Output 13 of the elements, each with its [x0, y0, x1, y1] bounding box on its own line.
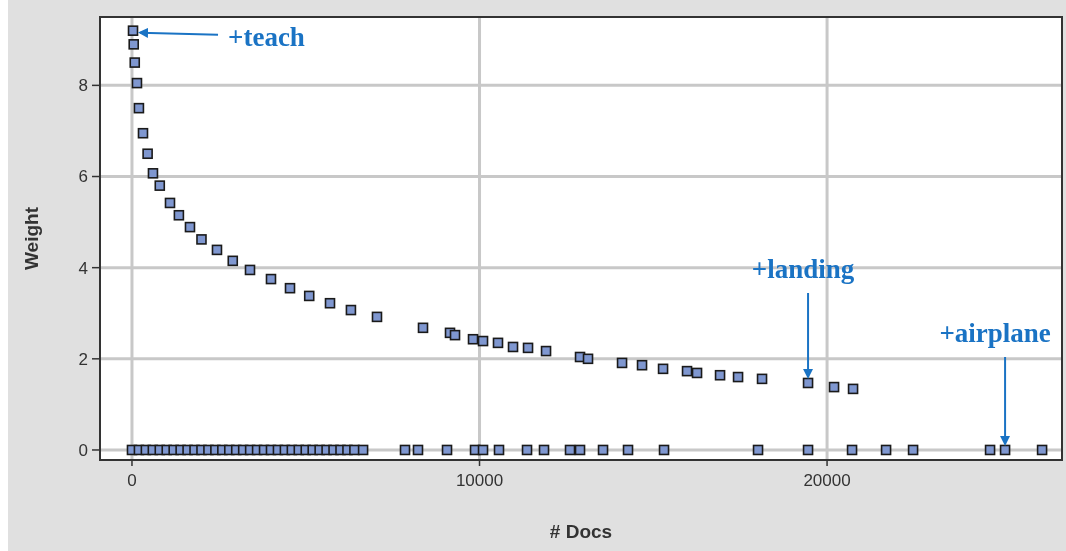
annotation: +teach — [228, 21, 305, 52]
y-tick-label: 2 — [78, 349, 88, 369]
annotation: +airplane — [939, 317, 1051, 348]
x-tick-label: 0 — [127, 471, 137, 490]
x-tick-label: 10000 — [455, 471, 504, 490]
y-tick-label: 4 — [78, 258, 88, 278]
y-tick-label: 6 — [78, 167, 88, 187]
x-tick-label: 20000 — [803, 471, 851, 490]
y-tick-label: 8 — [78, 76, 88, 96]
y-axis-title: Weight — [21, 206, 42, 270]
annotation: +landing — [751, 253, 855, 284]
x-axis-title: # Docs — [549, 521, 613, 542]
y-tick-label: 0 — [78, 440, 88, 460]
